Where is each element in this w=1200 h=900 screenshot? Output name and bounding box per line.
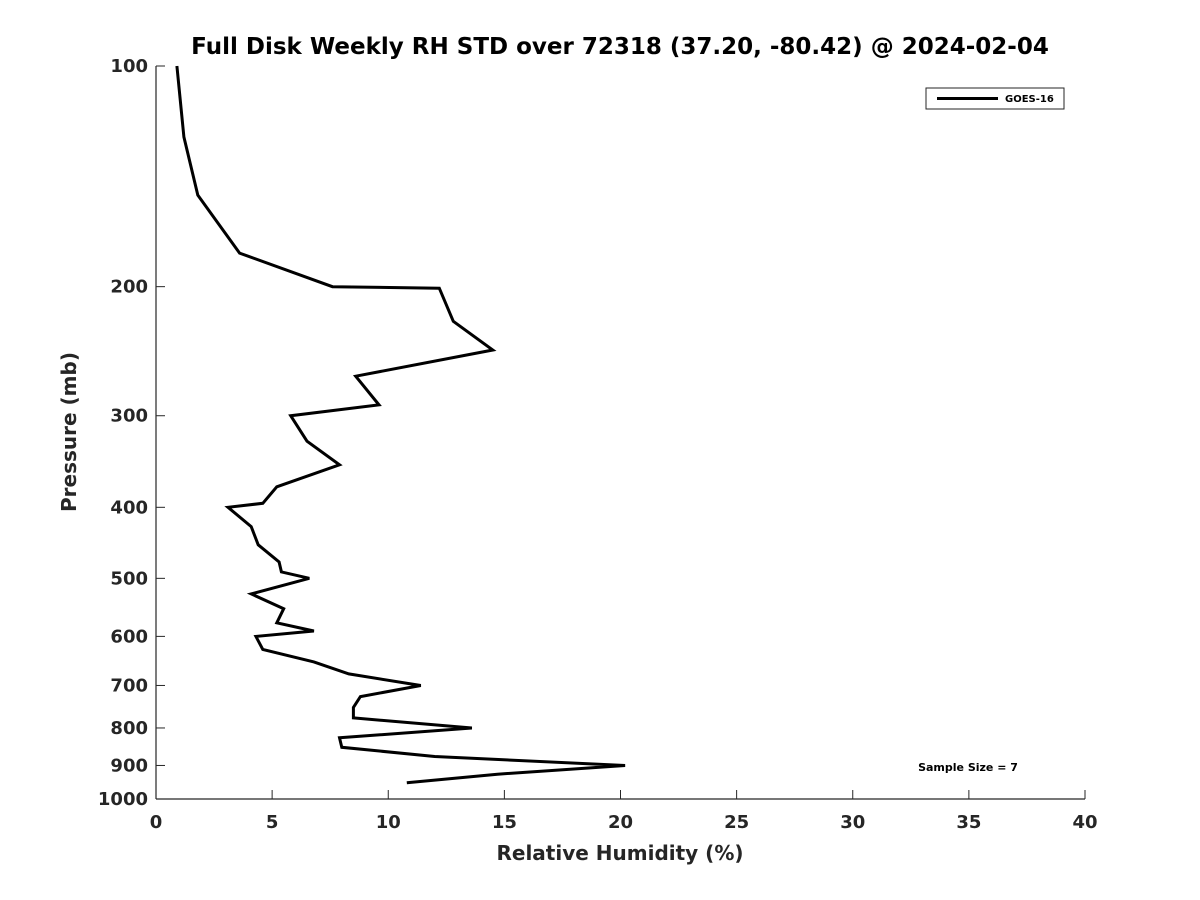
x-tick-label: 30 bbox=[840, 812, 865, 833]
chart-title: Full Disk Weekly RH STD over 72318 (37.2… bbox=[191, 34, 1049, 60]
x-tick-label: 5 bbox=[266, 812, 279, 833]
annotations: Sample Size = 7 bbox=[918, 761, 1018, 774]
legend: GOES-16 bbox=[925, 87, 1065, 110]
sample-size-annotation: Sample Size = 7 bbox=[918, 761, 1018, 774]
x-tick-label: 20 bbox=[608, 812, 633, 833]
x-tick-label: 10 bbox=[376, 812, 401, 833]
y-tick-label: 900 bbox=[110, 755, 148, 776]
y-tick-label: 500 bbox=[110, 568, 148, 589]
x-tick-label: 0 bbox=[150, 812, 163, 833]
series-line bbox=[175, 65, 626, 785]
y-tick-label: 400 bbox=[110, 497, 148, 518]
y-tick-label: 800 bbox=[110, 718, 148, 739]
y-tick-label: 1000 bbox=[98, 789, 148, 810]
series-layer bbox=[175, 65, 626, 785]
x-tick-label: 15 bbox=[492, 812, 517, 833]
y-axis-label: Pressure (mb) bbox=[57, 352, 81, 512]
y-tick-label: 300 bbox=[110, 406, 148, 427]
y-tick-label: 600 bbox=[110, 626, 148, 647]
y-tick-label: 100 bbox=[110, 56, 148, 77]
x-tick-label: 35 bbox=[956, 812, 981, 833]
axes: 0 5 10 15 20 25 30 35 40 100 200 300 400 500 600 700 800… bbox=[98, 56, 1098, 833]
y-tick-label: 200 bbox=[110, 277, 148, 298]
x-tick-label: 25 bbox=[724, 812, 749, 833]
x-axis-label: Relative Humidity (%) bbox=[496, 841, 743, 865]
x-tick-label: 40 bbox=[1072, 812, 1097, 833]
y-tick-label: 700 bbox=[110, 675, 148, 696]
legend-label: GOES-16 bbox=[1005, 94, 1054, 105]
